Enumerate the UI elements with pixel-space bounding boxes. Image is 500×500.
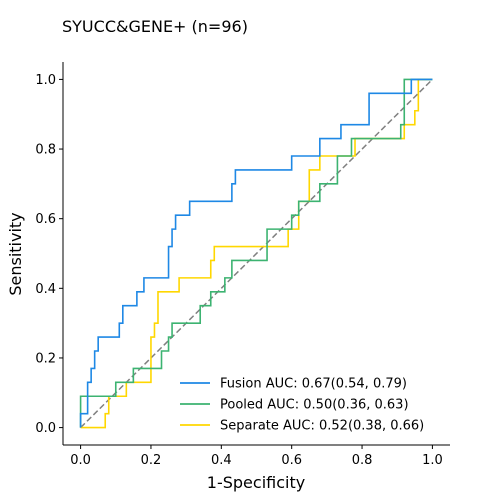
reference-diagonal-line (80, 78, 433, 429)
roc-series-line-0 (79, 78, 433, 428)
legend-entry: Separate AUC: 0.52(0.38, 0.66) (220, 419, 424, 434)
x-tick-label: 0.2 (141, 453, 162, 468)
x-tick-label: 1.0 (422, 453, 443, 468)
x-axis-label: 1-Specificity (207, 473, 305, 492)
legend-entry: Pooled AUC: 0.50(0.36, 0.63) (220, 398, 409, 413)
y-tick-label: 0.4 (35, 282, 56, 297)
roc-series-line-1 (79, 78, 433, 428)
x-tick-label: 0.0 (70, 453, 91, 468)
plot-area: 0.0 0.2 0.4 0.6 0.8 1.0 0.0 0.2 0.4 0.6 0.8 1.0 Fusi… (35, 62, 450, 468)
y-tick-label: 0.2 (35, 351, 56, 366)
chart-title: SYUCC&GENE+ (n=96) (62, 17, 248, 36)
y-axis-label: Sensitivity (6, 212, 25, 295)
x-tick-label: 0.6 (281, 453, 302, 468)
x-tick-label: 0.8 (352, 453, 373, 468)
y-tick-label: 0.8 (35, 143, 56, 158)
x-tick-label: 0.4 (211, 453, 232, 468)
legend-entry: Fusion AUC: 0.67(0.54, 0.79) (220, 377, 407, 392)
y-tick-label: 0.0 (35, 421, 56, 436)
roc-series-line-2 (80, 78, 433, 429)
y-tick-label: 1.0 (35, 73, 56, 88)
y-tick-label: 0.6 (35, 212, 56, 227)
